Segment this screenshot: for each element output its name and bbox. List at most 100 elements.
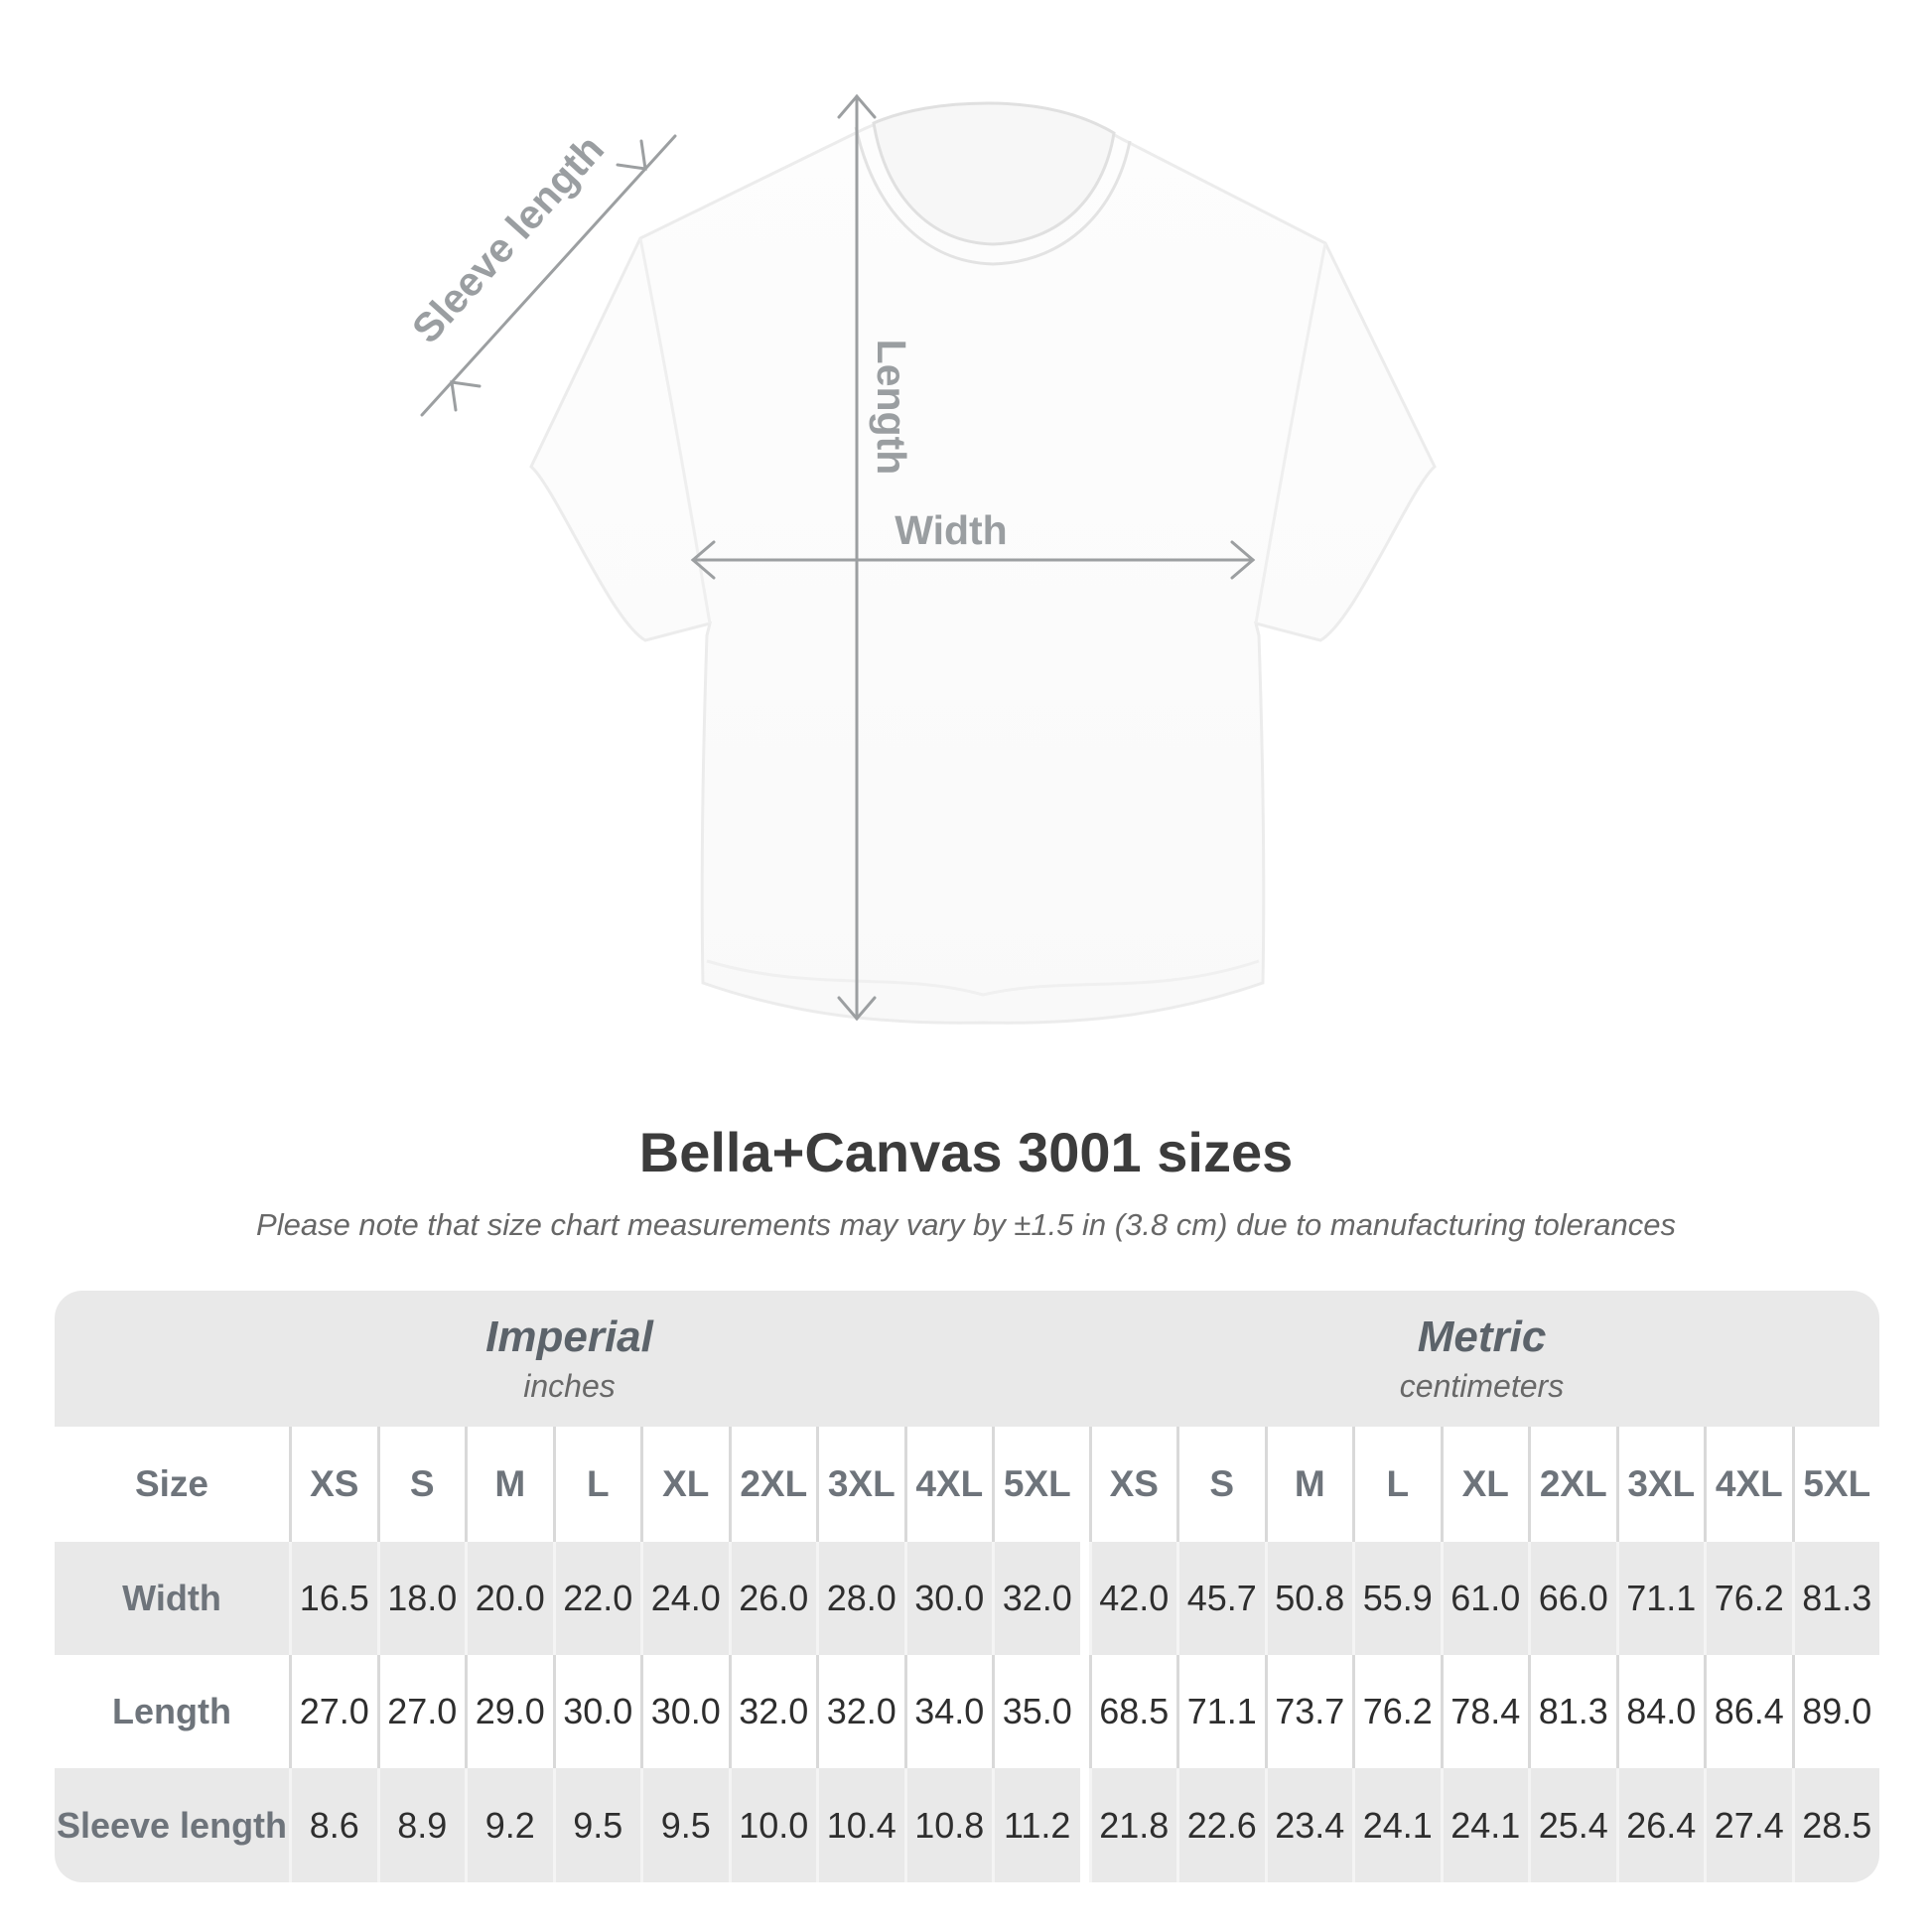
tshirt-outline bbox=[529, 101, 1437, 1025]
value-cell: 55.9 bbox=[1352, 1542, 1441, 1655]
value-cell: 35.0 bbox=[992, 1655, 1080, 1768]
value-cell: 78.4 bbox=[1440, 1655, 1529, 1768]
size-header: 2XL bbox=[1528, 1427, 1616, 1542]
section-divider bbox=[1079, 1768, 1089, 1882]
value-cell: 16.5 bbox=[289, 1542, 377, 1655]
value-cell: 30.0 bbox=[640, 1655, 729, 1768]
value-cell: 9.2 bbox=[465, 1768, 553, 1882]
value-cell: 10.0 bbox=[728, 1768, 817, 1882]
value-cell: 89.0 bbox=[1791, 1655, 1880, 1768]
value-cell: 81.3 bbox=[1791, 1542, 1880, 1655]
value-cell: 26.0 bbox=[728, 1542, 817, 1655]
value-cell: 50.8 bbox=[1264, 1542, 1353, 1655]
value-cell: 20.0 bbox=[465, 1542, 553, 1655]
hem-stitch bbox=[706, 959, 1260, 997]
value-cell: 76.2 bbox=[1352, 1655, 1441, 1768]
row-label: Sleeve length bbox=[56, 1805, 288, 1846]
value-cell: 18.0 bbox=[376, 1542, 466, 1655]
value-cell: 32.0 bbox=[816, 1655, 904, 1768]
size-column-header: Size bbox=[134, 1463, 209, 1504]
size-header: M bbox=[1264, 1427, 1353, 1542]
value-cell: 10.8 bbox=[903, 1768, 993, 1882]
metric-title: Metric bbox=[1417, 1312, 1547, 1361]
width-arrow bbox=[690, 540, 1256, 580]
value-cell: 30.0 bbox=[903, 1542, 993, 1655]
value-cell: 26.4 bbox=[1615, 1768, 1705, 1882]
value-cell: 27.0 bbox=[289, 1655, 377, 1768]
value-cell: 8.9 bbox=[376, 1768, 466, 1882]
value-cell: 71.1 bbox=[1176, 1655, 1265, 1768]
section-divider bbox=[1079, 1655, 1089, 1768]
collar-band-outer bbox=[854, 126, 1132, 266]
metric-unit: centimeters bbox=[1399, 1368, 1565, 1404]
value-cell: 24.1 bbox=[1440, 1768, 1529, 1882]
size-header: M bbox=[465, 1427, 553, 1542]
size-header: XS bbox=[289, 1427, 377, 1542]
collar-opening bbox=[872, 101, 1116, 246]
value-cell: 21.8 bbox=[1088, 1768, 1177, 1882]
imperial-title: Imperial bbox=[485, 1312, 653, 1361]
section-divider bbox=[1079, 1427, 1089, 1542]
value-cell: 81.3 bbox=[1528, 1655, 1616, 1768]
size-header: 5XL bbox=[992, 1427, 1080, 1542]
value-cell: 10.4 bbox=[816, 1768, 904, 1882]
size-header: XL bbox=[640, 1427, 729, 1542]
value-cell: 28.5 bbox=[1791, 1768, 1880, 1882]
size-header: 2XL bbox=[728, 1427, 817, 1542]
imperial-unit: inches bbox=[523, 1368, 616, 1404]
size-header: 5XL bbox=[1791, 1427, 1880, 1542]
row-label: Length bbox=[112, 1691, 231, 1731]
size-header: S bbox=[1176, 1427, 1265, 1542]
size-header-row: Size XS S M L XL 2XL 3XL 4XL 5XL XS S M … bbox=[55, 1427, 1879, 1542]
table-row-width: Width 16.5 18.0 20.0 22.0 24.0 26.0 28.0… bbox=[55, 1542, 1879, 1655]
value-cell: 8.6 bbox=[289, 1768, 377, 1882]
value-cell: 25.4 bbox=[1528, 1768, 1616, 1882]
size-header: 3XL bbox=[816, 1427, 904, 1542]
size-table: Imperial inches Metric centimeters Size … bbox=[55, 1291, 1879, 1882]
value-cell: 86.4 bbox=[1704, 1655, 1792, 1768]
value-cell: 23.4 bbox=[1264, 1768, 1353, 1882]
value-cell: 73.7 bbox=[1264, 1655, 1353, 1768]
value-cell: 27.0 bbox=[376, 1655, 466, 1768]
length-arrow bbox=[837, 93, 877, 1022]
imperial-header: Imperial inches bbox=[55, 1291, 1084, 1427]
unit-header-row: Imperial inches Metric centimeters bbox=[55, 1291, 1879, 1427]
sleeve-length-arrow bbox=[420, 134, 677, 417]
tolerance-note: Please note that size chart measurements… bbox=[256, 1207, 1676, 1242]
size-header: L bbox=[552, 1427, 641, 1542]
value-cell: 22.6 bbox=[1176, 1768, 1265, 1882]
value-cell: 68.5 bbox=[1088, 1655, 1177, 1768]
value-cell: 24.0 bbox=[640, 1542, 729, 1655]
value-cell: 45.7 bbox=[1176, 1542, 1265, 1655]
size-header: 4XL bbox=[1704, 1427, 1792, 1542]
value-cell: 9.5 bbox=[552, 1768, 641, 1882]
value-cell: 30.0 bbox=[552, 1655, 641, 1768]
value-cell: 29.0 bbox=[465, 1655, 553, 1768]
right-sleeve-seam bbox=[1254, 242, 1327, 624]
width-label: Width bbox=[895, 507, 1007, 553]
table-row-length: Length 27.0 27.0 29.0 30.0 30.0 32.0 32.… bbox=[55, 1655, 1879, 1768]
size-header: XL bbox=[1440, 1427, 1529, 1542]
table-row-sleeve-length: Sleeve length 8.6 8.9 9.2 9.5 9.5 10.0 1… bbox=[55, 1768, 1879, 1882]
value-cell: 34.0 bbox=[903, 1655, 993, 1768]
value-cell: 32.0 bbox=[728, 1655, 817, 1768]
tshirt-diagram: Sleeve length Length Width bbox=[403, 93, 1437, 1025]
size-header: L bbox=[1352, 1427, 1441, 1542]
value-cell: 84.0 bbox=[1615, 1655, 1705, 1768]
value-cell: 61.0 bbox=[1440, 1542, 1529, 1655]
left-sleeve-seam bbox=[638, 237, 712, 624]
size-header: 3XL bbox=[1615, 1427, 1705, 1542]
value-cell: 32.0 bbox=[992, 1542, 1080, 1655]
size-header: S bbox=[376, 1427, 466, 1542]
value-cell: 76.2 bbox=[1704, 1542, 1792, 1655]
size-header: XS bbox=[1088, 1427, 1177, 1542]
length-label: Length bbox=[869, 340, 914, 476]
value-cell: 11.2 bbox=[992, 1768, 1080, 1882]
value-cell: 28.0 bbox=[816, 1542, 904, 1655]
value-cell: 9.5 bbox=[640, 1768, 729, 1882]
dimension-arrows bbox=[420, 93, 1256, 1022]
metric-header: Metric centimeters bbox=[1084, 1291, 1879, 1427]
row-label: Width bbox=[122, 1578, 221, 1618]
value-cell: 71.1 bbox=[1615, 1542, 1705, 1655]
